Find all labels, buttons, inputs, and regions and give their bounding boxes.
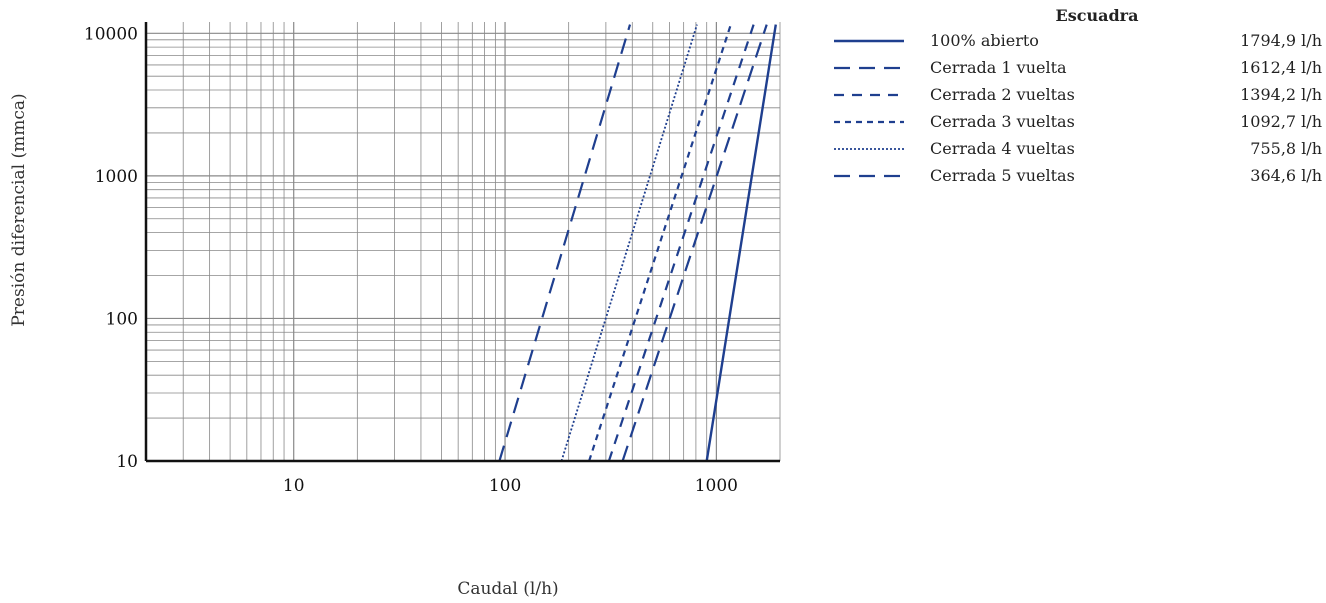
y-tick-label: 100 bbox=[106, 309, 138, 329]
legend-label: Cerrada 5 vueltas bbox=[930, 166, 1075, 185]
series-line-6 bbox=[498, 24, 632, 462]
legend-value: 364,6 l/h bbox=[1250, 166, 1322, 185]
grid bbox=[145, 22, 781, 462]
legend-swatch bbox=[834, 147, 904, 150]
legend-swatch bbox=[834, 93, 904, 96]
legend-title: Escuadra bbox=[1055, 6, 1139, 25]
series-line-1 bbox=[705, 24, 777, 462]
legend-label: 100% abierto bbox=[930, 31, 1039, 50]
series-layer bbox=[498, 24, 777, 462]
x-tick-label: 100 bbox=[489, 476, 521, 496]
legend-swatch bbox=[834, 66, 904, 69]
legend-value: 755,8 l/h bbox=[1250, 139, 1322, 158]
legend-item: Cerrada 4 vueltas 755,8 l/h bbox=[832, 135, 1322, 162]
legend-label: Cerrada 4 vueltas bbox=[930, 139, 1075, 158]
legend: Escuadra 100% abierto 1794,9 l/h Cerrada 1… bbox=[832, 6, 1322, 189]
legend-value: 1612,4 l/h bbox=[1240, 58, 1322, 77]
y-axis-title: Presión diferencial (mmca) bbox=[9, 93, 29, 326]
legend-label: Cerrada 2 vueltas bbox=[930, 85, 1075, 104]
legend-swatch bbox=[834, 174, 904, 177]
x-tick-label: 10 bbox=[283, 476, 305, 496]
legend-value: 1092,7 l/h bbox=[1240, 112, 1322, 131]
legend-label: Cerrada 3 vueltas bbox=[930, 112, 1075, 131]
series-line-3 bbox=[607, 24, 755, 462]
y-tick-label: 10000 bbox=[84, 24, 138, 44]
x-ticks: 10 100 1000 bbox=[283, 476, 738, 496]
legend-item: Cerrada 5 vueltas 364,6 l/h bbox=[832, 162, 1322, 189]
legend-item: Cerrada 3 vueltas 1092,7 l/h bbox=[832, 108, 1322, 135]
series-line-5 bbox=[560, 24, 698, 462]
legend-swatch bbox=[834, 39, 904, 42]
legend-item: Cerrada 2 vueltas 1394,2 l/h bbox=[832, 81, 1322, 108]
x-axis-title: Caudal (l/h) bbox=[457, 579, 558, 599]
legend-label: Cerrada 1 vuelta bbox=[930, 58, 1067, 77]
chart: 10 100 1000 10 100 1000 10000 Caudal (l/h) Pr… bbox=[9, 22, 781, 599]
series-line-2 bbox=[621, 24, 768, 462]
legend-rows: 100% abierto 1794,9 l/h Cerrada 1 vuelta 16… bbox=[832, 27, 1322, 189]
legend-item: 100% abierto 1794,9 l/h bbox=[832, 27, 1322, 54]
y-tick-label: 1000 bbox=[95, 167, 138, 187]
y-ticks: 10 100 1000 10000 bbox=[84, 24, 138, 472]
legend-swatch bbox=[834, 120, 904, 123]
y-tick-label: 10 bbox=[116, 452, 138, 472]
legend-value: 1394,2 l/h bbox=[1240, 85, 1322, 104]
legend-value: 1794,9 l/h bbox=[1240, 31, 1322, 50]
legend-item: Cerrada 1 vuelta 1612,4 l/h bbox=[832, 54, 1322, 81]
x-tick-label: 1000 bbox=[695, 476, 738, 496]
